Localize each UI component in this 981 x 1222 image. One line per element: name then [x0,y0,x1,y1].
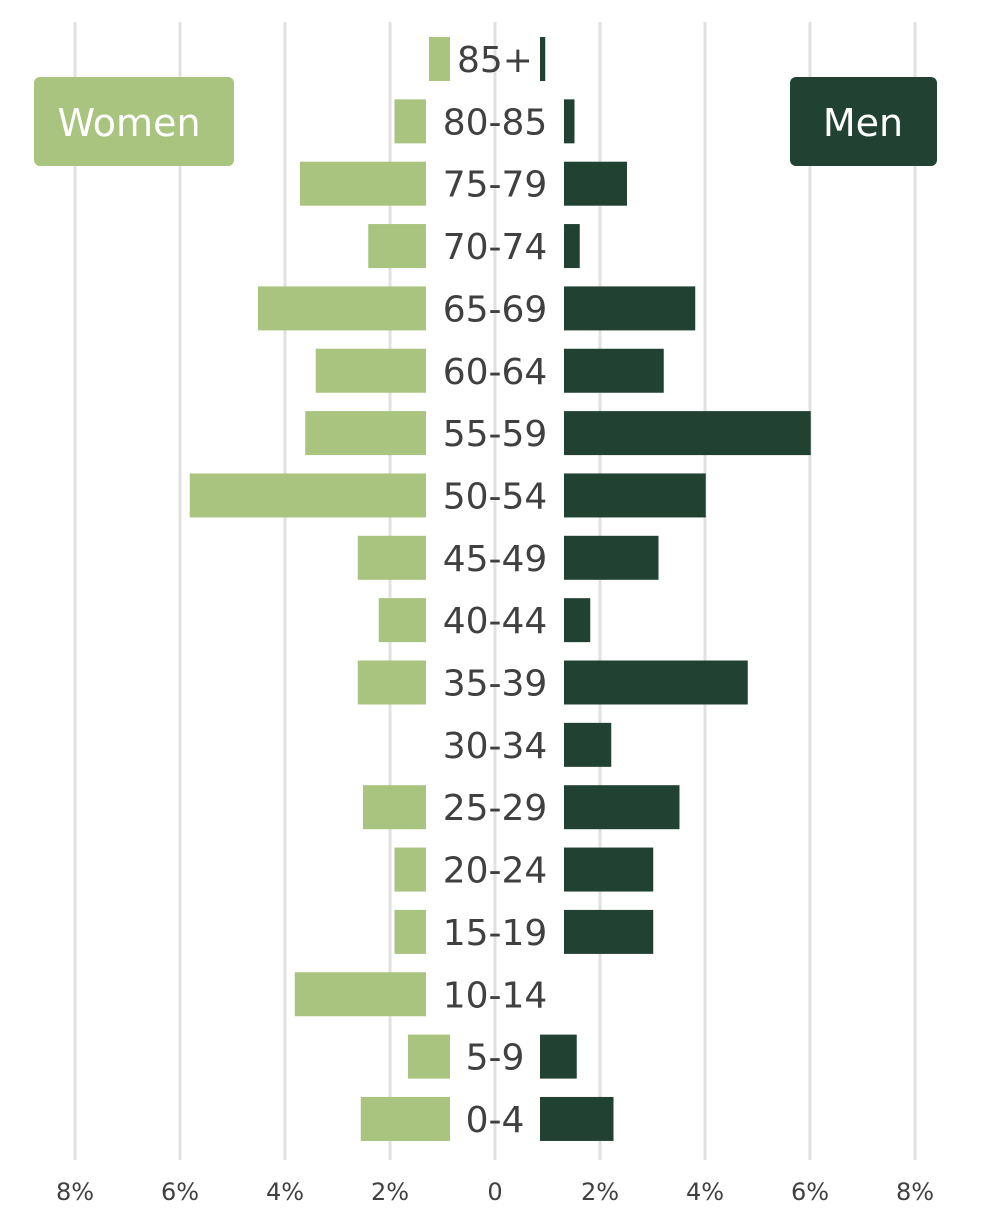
legend-women-label: Women [57,101,200,145]
x-axis-ticks: 8% 6% 4% 2% 0 2% 4% 6% 8% [56,1178,934,1206]
age-group-label: 40-44 [443,601,548,642]
women-bar [315,348,426,393]
age-group-label: 45-49 [443,539,548,580]
women-bar [363,785,426,830]
men-bar [564,473,706,518]
women-bar [258,286,426,331]
x-tick-label: 6% [161,1178,199,1206]
men-bar [564,785,680,830]
x-tick-label: 8% [896,1178,934,1206]
women-bar [360,1096,450,1141]
men-bar [540,37,546,81]
age-group-label: 0-4 [466,1100,525,1141]
legend-women: Women [34,77,234,166]
men-bar [564,722,612,767]
age-group-label: 30-34 [443,726,548,767]
women-bar [357,535,426,580]
men-bar [564,847,654,892]
women-bar [294,972,426,1017]
men-bar [564,286,696,331]
age-group-label: 25-29 [443,788,548,829]
legend-women-box [34,77,234,166]
men-bar [564,909,654,954]
women-bar [357,660,426,705]
women-bar [429,37,450,81]
men-bar [564,348,664,393]
men-bar [564,224,580,269]
age-group-label: 5-9 [466,1038,525,1079]
age-group-label: 20-24 [443,851,548,892]
women-bar [189,473,426,518]
x-tick-label: 6% [791,1178,829,1206]
women-bar [305,411,426,456]
age-group-label: 55-59 [443,414,548,455]
women-bar [378,598,426,643]
age-group-label: 80-85 [443,102,548,143]
women-bars [189,37,450,1141]
legend-men-label: Men [823,101,903,145]
x-tick-label: 4% [266,1178,304,1206]
men-bar [564,660,748,705]
x-tick-label: 2% [371,1178,409,1206]
age-group-label: 60-64 [443,352,548,393]
men-bar [540,1034,577,1079]
men-bar [564,411,811,456]
men-bar [564,598,591,643]
women-bar [408,1034,450,1079]
age-group-label: 65-69 [443,289,548,330]
age-group-label: 50-54 [443,476,548,517]
age-labels: 85+ 80-85 75-79 70-74 65-69 60-64 55-59 50-54 45… [443,40,548,1141]
men-bar [564,99,575,144]
gridlines [73,22,917,1160]
legend-men: Men [790,77,937,166]
men-bars [540,37,811,1141]
x-tick-label: 0 [487,1178,502,1206]
men-bar [564,535,659,580]
women-bar [394,909,426,954]
x-tick-label: 2% [581,1178,619,1206]
x-tick-label: 8% [56,1178,94,1206]
age-group-label: 70-74 [443,227,548,268]
age-group-label: 85+ [457,40,533,81]
women-bar [394,99,426,144]
age-group-label: 35-39 [443,664,548,705]
legend-men-box [790,77,937,166]
women-bar [368,224,426,269]
men-bar [564,161,627,206]
women-bar [300,161,426,206]
age-group-label: 75-79 [443,165,548,206]
men-bar [540,1096,614,1141]
x-tick-label: 4% [686,1178,724,1206]
age-group-label: 10-14 [443,975,548,1016]
age-group-label: 15-19 [443,913,548,954]
women-bar [394,847,426,892]
